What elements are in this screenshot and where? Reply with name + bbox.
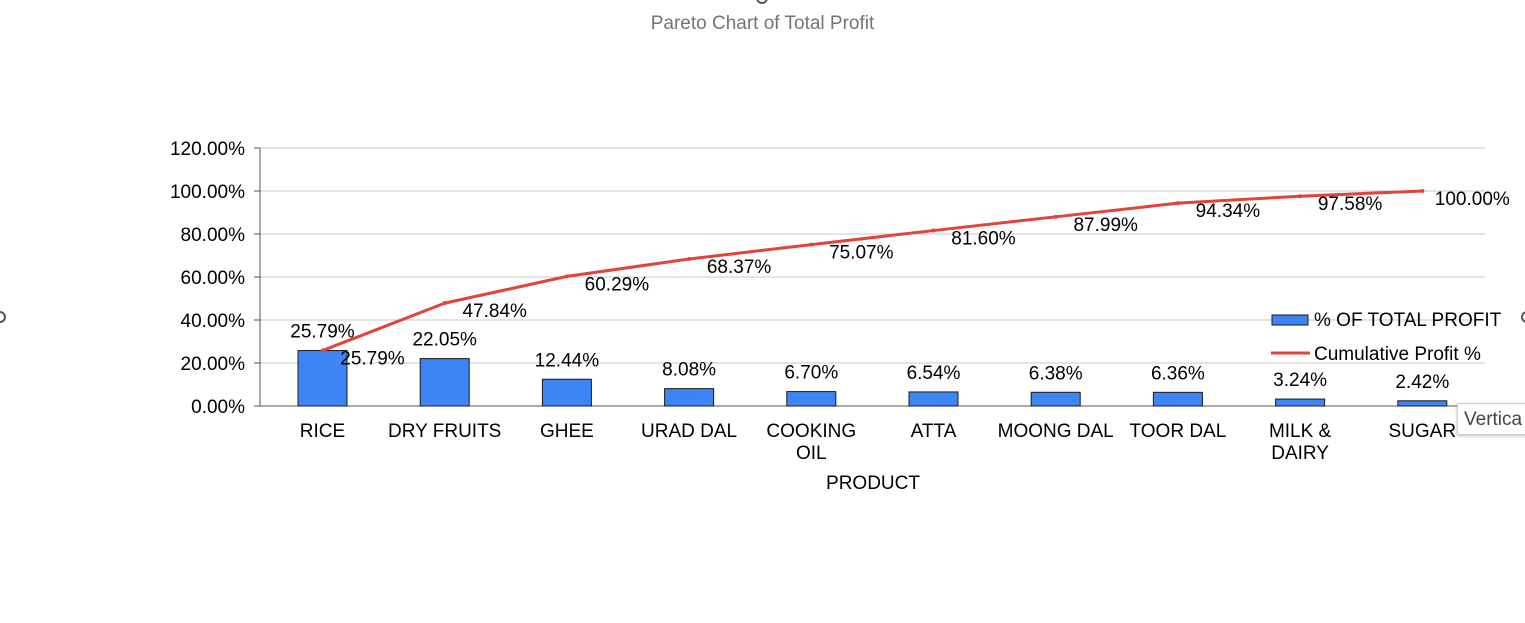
legend-line-label: Cumulative Profit %	[1314, 344, 1481, 365]
bar[interactable]	[1152, 391, 1203, 407]
cumulative-value-label: 47.84%	[462, 301, 527, 322]
cumulative-point[interactable]	[809, 242, 814, 247]
x-tick-label: URAD DAL	[641, 421, 737, 442]
x-tick-label: DAIRY	[1271, 443, 1329, 464]
cumulative-point[interactable]	[687, 257, 692, 262]
bar[interactable]	[1275, 398, 1326, 407]
cumulative-point[interactable]	[931, 228, 936, 233]
bar-value-label: 6.38%	[1029, 363, 1083, 384]
cumulative-value-label: 75.07%	[829, 243, 894, 264]
bar[interactable]	[419, 358, 470, 407]
cumulative-point[interactable]	[1053, 214, 1058, 219]
bar-value-label: 2.42%	[1395, 372, 1449, 393]
cumulative-point[interactable]	[564, 274, 569, 279]
y-tick-label: 100.00%	[170, 182, 245, 203]
bar-series[interactable]	[297, 350, 1448, 407]
bar[interactable]	[541, 378, 592, 407]
gridlines	[254, 147, 1485, 407]
x-tick-label: MILK &	[1269, 421, 1332, 442]
cumulative-point[interactable]	[1298, 194, 1303, 199]
resize-handle-left[interactable]	[0, 311, 6, 323]
x-tick-label: SUGAR	[1389, 421, 1457, 442]
cumulative-line[interactable]	[321, 189, 1423, 352]
x-tick-label: TOOR DAL	[1130, 421, 1227, 442]
x-tick-label: DRY FRUITS	[388, 421, 501, 442]
legend-bar-swatch	[1271, 314, 1309, 326]
cumulative-value-label: 60.29%	[585, 274, 650, 295]
bar[interactable]	[1030, 391, 1081, 407]
y-tick-label: 60.00%	[181, 268, 246, 289]
bar[interactable]	[908, 391, 959, 407]
bar[interactable]	[297, 350, 348, 407]
cumulative-value-label: 97.58%	[1318, 194, 1383, 215]
y-tick-labels: 0.00% 20.00% 40.00% 60.00% 80.00% 100.00% 120.…	[170, 139, 245, 418]
bar-value-label: 6.54%	[907, 363, 961, 384]
bar-value-label: 6.36%	[1151, 363, 1205, 384]
bar-value-label: 12.44%	[535, 350, 600, 371]
legend[interactable]: % OF TOTAL PROFIT Cumulative Profit %	[1271, 310, 1502, 365]
cumulative-point[interactable]	[442, 301, 447, 306]
cumulative-value-label: 25.79%	[340, 349, 405, 370]
bar[interactable]	[786, 391, 837, 407]
x-tick-label: COOKING	[766, 421, 856, 442]
cumulative-point[interactable]	[1420, 189, 1425, 193]
bar-value-label: 8.08%	[662, 360, 716, 381]
bar-value-label: 3.24%	[1273, 370, 1327, 391]
resize-handle-right[interactable]	[1521, 311, 1525, 323]
cumulative-value-label: 81.60%	[951, 229, 1016, 250]
bar[interactable]	[664, 388, 715, 407]
cumulative-point[interactable]	[1175, 201, 1180, 206]
cumulative-value-label: 100.00%	[1435, 189, 1510, 210]
x-tick-label: OIL	[796, 443, 827, 464]
x-tick-label: RICE	[300, 421, 345, 442]
cumulative-value-label: 68.37%	[707, 257, 772, 278]
x-tick-label: ATTA	[911, 421, 957, 442]
bar[interactable]	[1397, 400, 1448, 407]
cumulative-value-label: 94.34%	[1196, 201, 1261, 222]
bar-value-label: 25.79%	[290, 322, 355, 343]
y-tick-label: 80.00%	[181, 225, 246, 246]
legend-bar-label: % OF TOTAL PROFIT	[1314, 310, 1502, 331]
tooltip: Vertica	[1457, 403, 1525, 435]
y-tick-label: 20.00%	[181, 354, 246, 375]
y-tick-label: 40.00%	[181, 311, 246, 332]
x-tick-label: GHEE	[540, 421, 594, 442]
data-labels: 25.79% 22.05% 12.44% 8.08% 6.70% 6.54% 6.38% 6.…	[290, 189, 1510, 393]
line-series[interactable]	[320, 189, 1425, 353]
cumulative-value-label: 87.99%	[1073, 215, 1138, 236]
y-tick-label: 120.00%	[170, 139, 245, 160]
bar-value-label: 22.05%	[412, 330, 477, 351]
chart-title: Pareto Chart of Total Profit	[650, 13, 875, 34]
x-tick-label: MOONG DAL	[998, 421, 1114, 442]
x-axis-title: PRODUCT	[826, 473, 920, 494]
y-tick-label: 0.00%	[191, 397, 245, 418]
cumulative-point[interactable]	[320, 348, 325, 353]
bar-value-label: 6.70%	[784, 363, 838, 384]
